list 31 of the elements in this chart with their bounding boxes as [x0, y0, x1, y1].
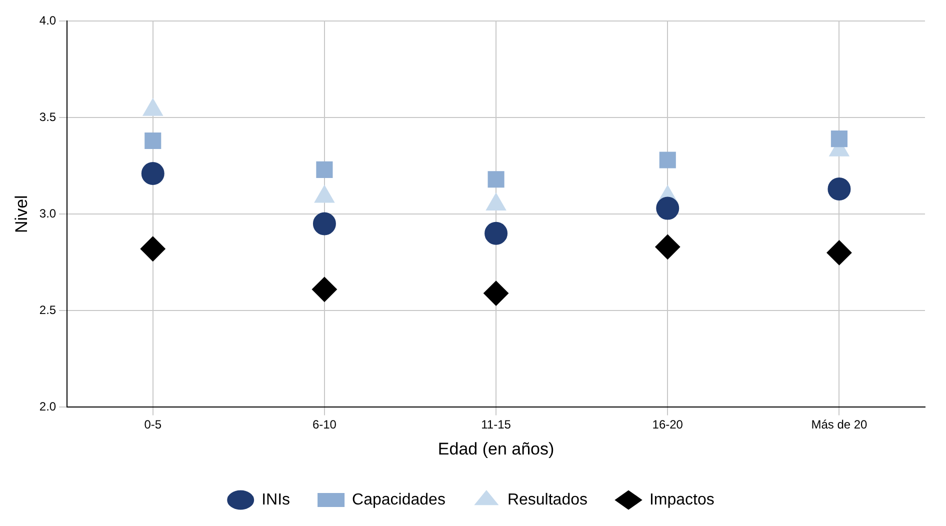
legend-label: Capacidades	[352, 491, 446, 508]
point	[140, 236, 166, 262]
x-axis-title: Edad (en años)	[438, 439, 554, 458]
point	[312, 212, 336, 236]
point	[141, 162, 164, 186]
x-tick-label: 6-10	[312, 418, 337, 432]
point	[655, 234, 680, 260]
point	[316, 161, 333, 178]
legend-label: Impactos	[649, 491, 714, 508]
point	[488, 171, 504, 188]
x-tick-label: 11-15	[481, 418, 512, 432]
point	[484, 280, 509, 306]
point	[656, 196, 680, 220]
y-tick-label: 3.5	[39, 110, 56, 124]
y-tick-label: 2.0	[39, 400, 56, 414]
legend-label: INIs	[262, 491, 290, 508]
x-tick-label: 16-20	[652, 418, 684, 432]
y-tick-label: 4.0	[39, 13, 56, 28]
y-axis-title: Nivel	[12, 195, 31, 233]
point	[144, 132, 162, 149]
y-tick-label: 2.5	[39, 302, 56, 317]
point	[484, 222, 508, 245]
y-tick-label: 3.0	[39, 206, 56, 220]
point	[826, 240, 852, 266]
x-tick-label: Más de 20	[811, 418, 868, 432]
x-tick-label: 0-5	[144, 418, 162, 432]
legend-label: Resultados	[507, 491, 588, 508]
point	[828, 177, 851, 200]
point	[312, 276, 337, 302]
point	[659, 152, 676, 168]
point	[830, 130, 848, 148]
